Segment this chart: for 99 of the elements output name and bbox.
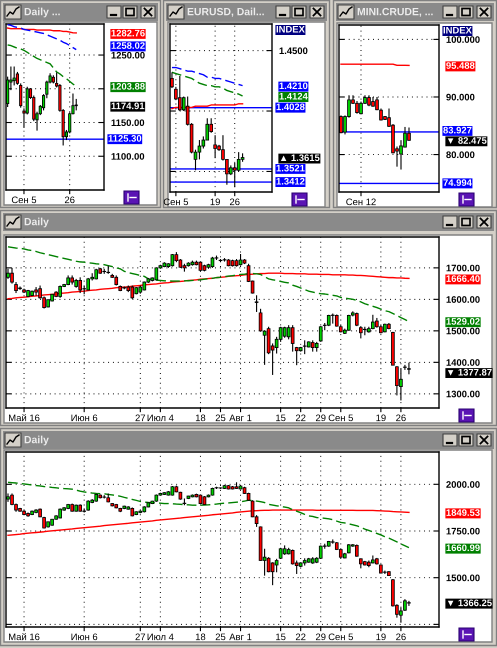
- text: INDEX: [444, 26, 472, 34]
- candlestick: [86, 500, 90, 512]
- y-tick-label: 1203.88: [112, 82, 145, 90]
- candlestick: [70, 274, 74, 286]
- y-tick-label: 1300.00: [446, 390, 480, 398]
- ref-line-label: 74.994: [443, 179, 472, 186]
- ref-line-label: 83.927: [443, 126, 472, 134]
- candlestick: [358, 326, 363, 339]
- line-series: [171, 66, 244, 86]
- y-tick-label: 1600.00: [446, 296, 480, 303]
- x-tick-label: Сен 5: [328, 414, 353, 422]
- y-tick-label: 1500.00: [446, 574, 480, 582]
- y-tick-label: 80.000: [446, 151, 474, 158]
- x-tick-label: 19: [210, 198, 220, 206]
- line-series: [7, 246, 410, 322]
- candlestick: [310, 340, 315, 352]
- y-tick-label: 1849.53: [446, 509, 480, 516]
- y-tick-label: ▼ 1366.25: [448, 600, 492, 606]
- y-tick-label: 1174.91: [112, 102, 144, 110]
- x-tick-label: Сен 5: [328, 634, 353, 640]
- chart-title: EURUSD, Dail...: [188, 8, 264, 17]
- y-tick-label: 1.4500: [280, 47, 308, 54]
- y-tick-label: 1282.76: [112, 30, 145, 36]
- candlestick: [354, 312, 359, 327]
- x-tick-label: 15: [276, 414, 286, 422]
- x-tick-label: 27: [136, 634, 146, 640]
- line-series: [6, 24, 77, 50]
- y-tick-label: ▼ 1377.87: [448, 368, 492, 376]
- text: INDEX: [276, 26, 305, 32]
- x-tick-label: Июл 4: [148, 634, 174, 640]
- y-tick-label: 1500.00: [446, 328, 480, 334]
- y-tick-label: 1.4124: [280, 92, 308, 100]
- candlestick: [86, 277, 90, 292]
- candlestick: [106, 265, 110, 274]
- ref-line-label: 1125.30: [108, 135, 142, 142]
- y-tick-label: 1660.99: [446, 544, 480, 552]
- x-tick-label: Май 16: [9, 633, 40, 640]
- y-tick-label: 1400.00: [446, 359, 480, 366]
- x-tick-label: 26: [396, 634, 406, 640]
- line-series: [7, 482, 410, 548]
- candlestick: [122, 286, 126, 290]
- x-tick-label: 27: [136, 414, 146, 422]
- y-tick-label: 1250.00: [112, 52, 145, 59]
- x-tick-label: 22: [296, 634, 306, 640]
- ref-line-label: 1.3412: [276, 178, 305, 185]
- chart-title: Daily ...: [24, 8, 60, 18]
- x-tick-label: 26: [396, 414, 406, 422]
- y-tick-label: 100.000: [446, 36, 480, 43]
- chart-title: Daily: [24, 218, 49, 228]
- x-tick-label: 25: [216, 634, 226, 640]
- chart-title: MINI.CRUDE, ...: [358, 8, 433, 17]
- x-tick-label: Сен 12: [346, 198, 376, 206]
- line-series: [171, 72, 244, 97]
- x-tick-label: 29: [316, 634, 326, 640]
- x-tick-label: 18: [196, 634, 206, 640]
- y-tick-label: 1150.00: [112, 119, 144, 126]
- y-tick-label: 1750.00: [446, 528, 480, 535]
- x-tick-label: Авг 1: [229, 634, 252, 640]
- x-tick-label: Май 16: [9, 414, 40, 422]
- x-tick-label: 26: [230, 198, 240, 206]
- y-tick-label: 1100.00: [112, 153, 144, 160]
- x-tick-label: 15: [276, 634, 286, 640]
- candlestick: [286, 324, 290, 340]
- chart-title: Daily: [24, 436, 49, 446]
- line-series: [6, 44, 77, 87]
- x-tick-label: Сен 5: [12, 196, 36, 204]
- y-tick-label: 1.4210: [280, 82, 308, 90]
- x-tick-label: Июн 6: [71, 634, 98, 640]
- candlestick: [282, 544, 286, 556]
- y-tick-label: ▲ 1.3615: [280, 154, 320, 162]
- x-tick-label: Июн 6: [71, 414, 98, 422]
- x-tick-label: 25: [216, 414, 226, 422]
- ref-line-label: 1.3521: [276, 164, 305, 172]
- x-tick-label: 19: [376, 414, 386, 422]
- x-tick-label: 29: [316, 414, 326, 422]
- y-tick-label: 1666.40: [446, 275, 480, 282]
- candlestick: [354, 544, 359, 558]
- y-tick-label: 95.488: [446, 62, 475, 69]
- x-tick-label: 19: [376, 634, 386, 640]
- x-tick-label: Сен 5: [164, 198, 188, 206]
- candlestick: [302, 340, 307, 355]
- candlestick: [278, 547, 282, 560]
- y-tick-label: 1529.02: [446, 318, 480, 325]
- y-tick-label: 2000.00: [446, 481, 480, 488]
- y-tick-label: 1700.00: [446, 264, 480, 272]
- y-tick-label: ▼ 82.475: [448, 137, 487, 144]
- candlestick: [12, 66, 16, 86]
- x-tick-label: Авг 1: [229, 414, 252, 422]
- ref-line-label: 1.4028: [276, 103, 305, 110]
- candlestick: [282, 326, 286, 338]
- x-tick-label: 26: [64, 196, 75, 204]
- candlestick: [330, 312, 335, 324]
- x-tick-label: 18: [196, 414, 206, 422]
- x-tick-label: Июл 4: [148, 414, 174, 422]
- candlestick: [346, 544, 351, 554]
- x-tick-label: 22: [296, 414, 306, 422]
- y-tick-label: 90.000: [446, 94, 474, 100]
- y-tick-label: 1258.02: [112, 42, 145, 49]
- candlestick: [290, 324, 294, 352]
